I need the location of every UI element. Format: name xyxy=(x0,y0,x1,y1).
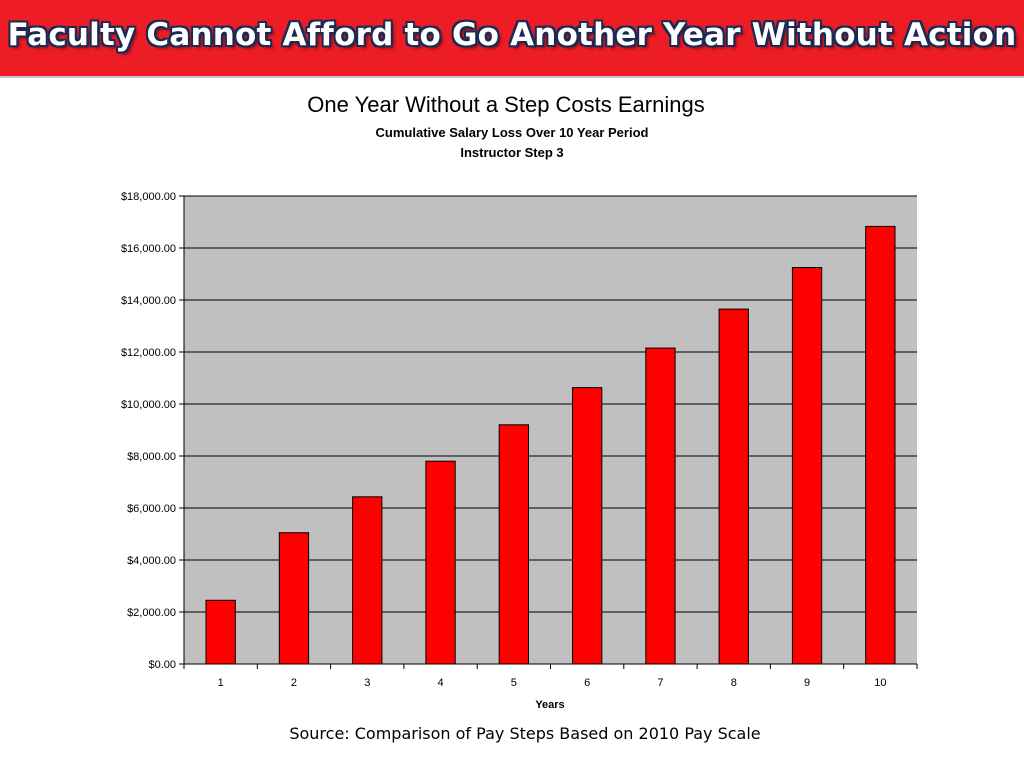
title-banner: Faculty Cannot Afford to Go Another Year… xyxy=(0,0,1024,78)
x-tick-label: 3 xyxy=(364,677,370,689)
bar xyxy=(791,267,823,665)
chart-title: One Year Without a Step Costs Earnings xyxy=(307,92,705,117)
bar xyxy=(352,496,383,665)
x-tick-label: 2 xyxy=(291,677,297,689)
x-tick-label: 9 xyxy=(804,677,810,689)
bar xyxy=(498,424,530,665)
y-tick-label: $10,000.00 xyxy=(121,399,176,411)
bars xyxy=(205,225,896,665)
y-tick-label: $0.00 xyxy=(148,659,176,671)
chart-subtitle: Cumulative Salary Loss Over 10 Year Peri… xyxy=(375,125,649,140)
bar xyxy=(718,308,749,665)
bar xyxy=(278,532,310,665)
x-tick-label: 1 xyxy=(218,677,224,689)
y-tick-label: $8,000.00 xyxy=(127,451,176,463)
x-tick-label: 8 xyxy=(731,677,737,689)
y-tick-label: $4,000.00 xyxy=(127,555,176,567)
bar xyxy=(865,225,896,665)
bar xyxy=(571,387,603,665)
x-tick-label: 7 xyxy=(657,677,663,689)
bar xyxy=(205,599,236,665)
y-tick-label: $18,000.00 xyxy=(121,191,176,203)
x-tick-label: 5 xyxy=(511,677,517,689)
banner-title: Faculty Cannot Afford to Go Another Year… xyxy=(7,17,1017,53)
chart-subtitle-detail: Instructor Step 3 xyxy=(460,145,564,160)
bar xyxy=(645,347,676,665)
x-tick-label: 10 xyxy=(874,677,886,689)
y-tick-label: $12,000.00 xyxy=(121,347,176,359)
x-axis-title: Years xyxy=(535,699,564,711)
y-axis-ticks: $0.00 $2,000.00 $4,000.00 $6,000.00 $8,000.0… xyxy=(121,191,184,671)
y-tick-label: $16,000.00 xyxy=(121,243,176,255)
source-note: Source: Comparison of Pay Steps Based on… xyxy=(289,724,761,743)
x-tick-label: 6 xyxy=(584,677,590,689)
y-tick-label: $14,000.00 xyxy=(121,295,176,307)
y-tick-label: $2,000.00 xyxy=(127,607,176,619)
x-axis-ticks: 1 2 3 4 5 6 7 8 9 10 xyxy=(183,664,918,689)
bar xyxy=(425,460,456,665)
y-tick-label: $6,000.00 xyxy=(127,503,176,515)
x-tick-label: 4 xyxy=(437,677,443,689)
